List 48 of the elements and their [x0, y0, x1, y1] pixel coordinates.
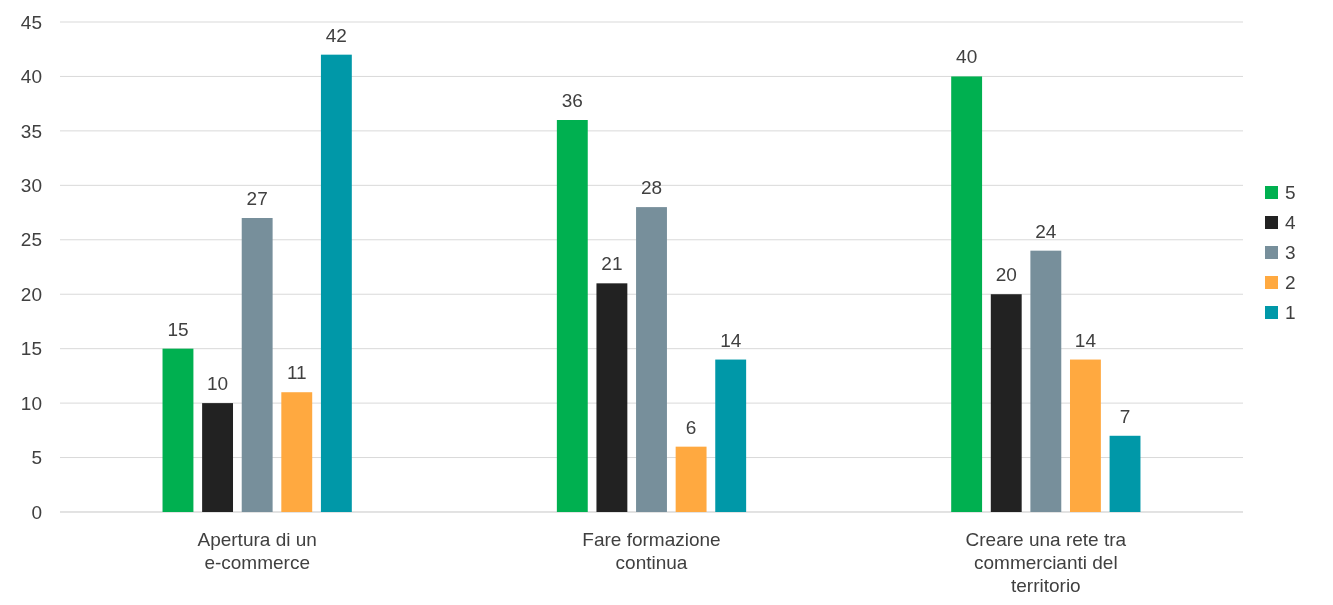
data-label: 21	[601, 253, 623, 275]
y-tick-label: 0	[31, 501, 42, 523]
data-label: 10	[207, 373, 229, 395]
x-tick-label: Creare una rete tra commercianti del territorio	[965, 529, 1127, 596]
data-label: 24	[1035, 220, 1057, 242]
y-tick-label: 40	[20, 66, 42, 88]
bar	[636, 207, 667, 512]
bar	[241, 218, 273, 512]
legend-label: 2	[1285, 271, 1296, 293]
bar	[320, 54, 352, 512]
bar	[202, 403, 234, 512]
y-tick-label: 20	[20, 283, 42, 305]
bar	[281, 392, 313, 512]
data-label: 7	[1119, 405, 1131, 427]
y-tick-label: 30	[20, 174, 42, 196]
legend-label: 4	[1285, 211, 1296, 233]
data-label: 14	[1074, 329, 1097, 351]
bar	[556, 120, 588, 512]
bar	[1109, 435, 1141, 512]
bar	[1030, 250, 1062, 512]
y-tick-label: 35	[20, 120, 42, 142]
data-label: 27	[246, 188, 268, 209]
bar	[990, 294, 1022, 512]
data-label: 40	[956, 46, 978, 68]
data-label: 20	[995, 264, 1017, 286]
bar	[596, 283, 628, 512]
legend-label: 5	[1285, 181, 1296, 203]
data-label: 15	[167, 318, 189, 340]
data-label: 28	[640, 177, 663, 199]
bar	[162, 348, 194, 512]
x-tick-label: Fare formazione continua	[582, 529, 721, 573]
legend-label: 3	[1285, 241, 1296, 263]
legend-label: 1	[1285, 301, 1296, 323]
x-tick-label: Apertura di un e-commerce	[197, 529, 317, 573]
y-tick-label: 25	[20, 229, 42, 251]
y-tick-label: 15	[20, 338, 42, 360]
y-tick-label: 5	[31, 447, 42, 469]
data-label: 11	[286, 362, 307, 384]
bar	[675, 446, 707, 512]
y-tick-label: 10	[20, 392, 42, 414]
data-label: 36	[561, 90, 583, 111]
bar	[951, 76, 983, 512]
data-label: 42	[325, 24, 347, 46]
bar	[1069, 359, 1101, 512]
data-label: 6	[685, 416, 697, 438]
data-label: 14	[720, 329, 742, 351]
bar	[715, 359, 747, 512]
y-tick-label: 45	[20, 11, 42, 33]
